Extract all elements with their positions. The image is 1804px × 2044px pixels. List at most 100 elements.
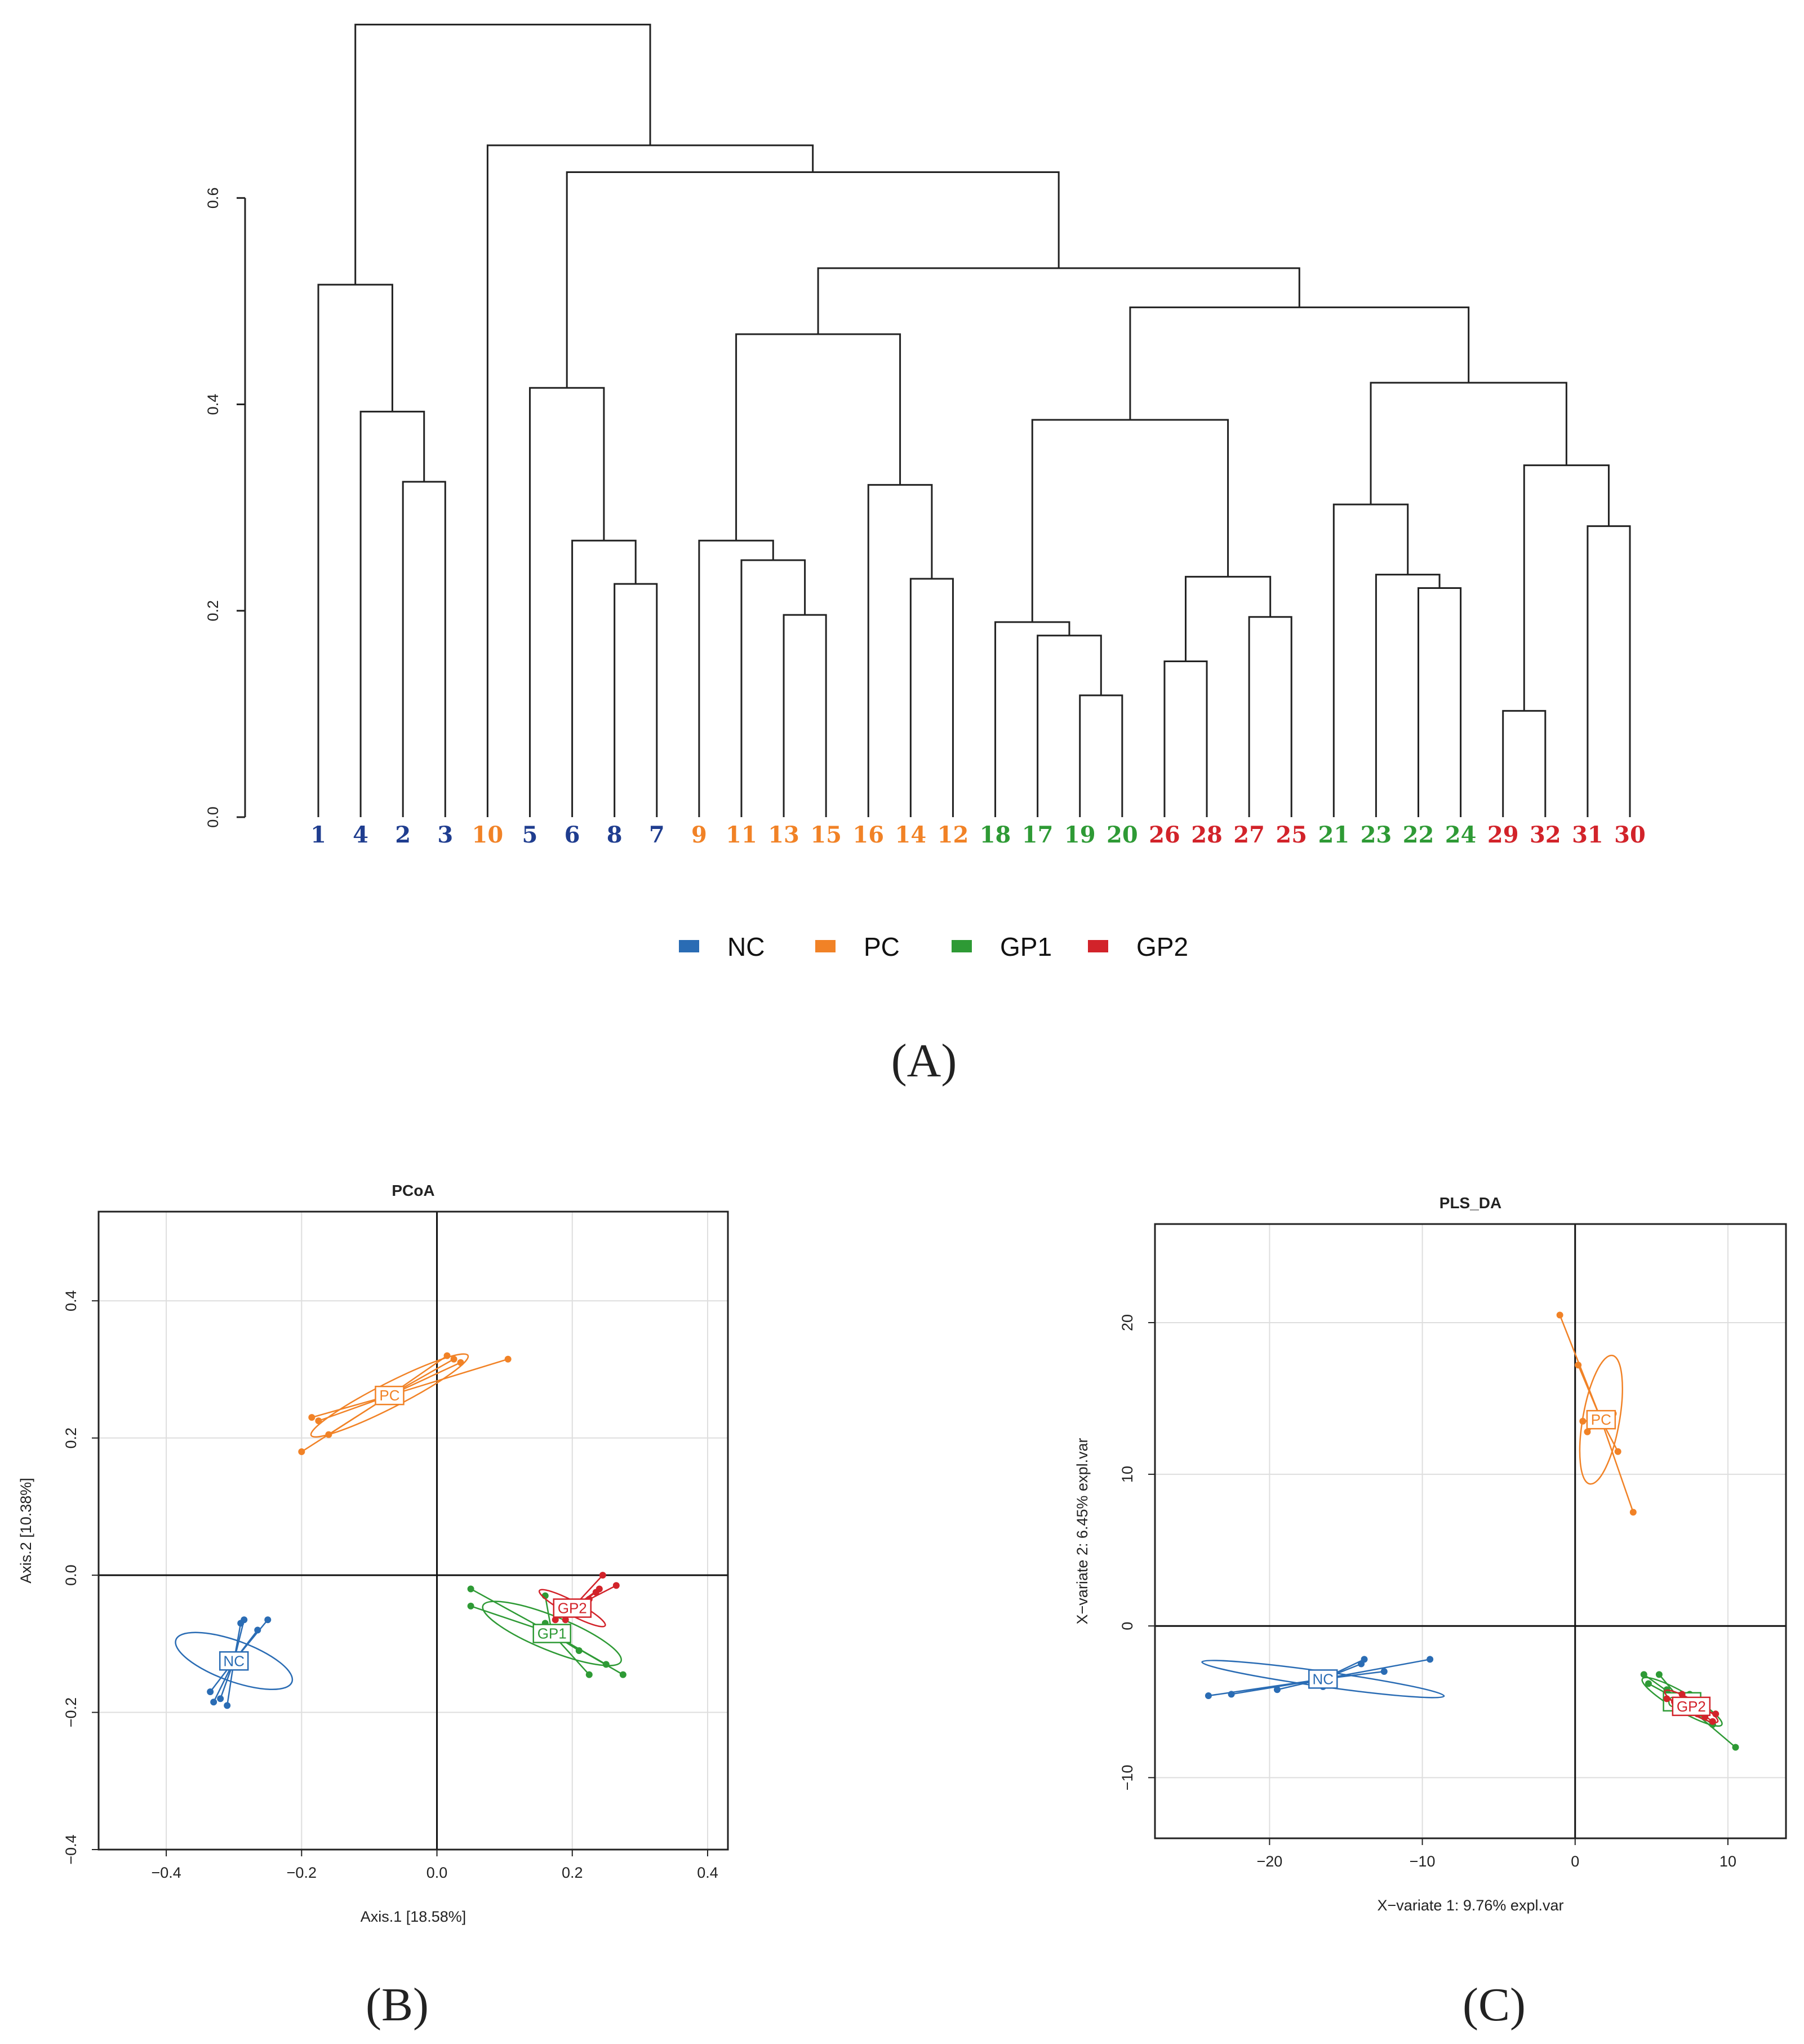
y-tick-label: 10 [1119, 1466, 1136, 1483]
y-tick-label: 0.2 [63, 1427, 79, 1449]
leaf-label: 30 [1614, 822, 1646, 848]
y-tick-label: 0.4 [205, 394, 221, 415]
leaf-label: 24 [1445, 822, 1477, 848]
data-point [325, 1431, 332, 1438]
dendrogram-link [698, 539, 774, 817]
dendrogram-link [1523, 464, 1610, 711]
data-point [443, 1352, 451, 1359]
leaf-label: 16 [852, 822, 884, 848]
centroid-label-box [1672, 1696, 1711, 1717]
leaf-label: 10 [472, 822, 504, 848]
data-point [1732, 1744, 1739, 1751]
data-point [308, 1414, 316, 1421]
dendrogram-link [359, 410, 425, 817]
y-tick-label: 0.0 [205, 806, 221, 828]
series-gp1: GP1 [467, 1585, 626, 1678]
centroid-label-box [375, 1385, 405, 1405]
leaf-label: 29 [1487, 822, 1519, 848]
dendrogram-link [1079, 694, 1123, 817]
star-segment [389, 1358, 509, 1396]
dendrogram-link [528, 387, 605, 817]
dendrogram-link [571, 539, 637, 817]
legend-label-pc: PC [864, 932, 900, 961]
y-tick-label: 0.2 [205, 600, 221, 622]
data-point [1205, 1692, 1212, 1700]
plot-frame [1154, 1223, 1787, 1839]
confidence-ellipse [310, 1353, 469, 1438]
leaf-label: 20 [1107, 822, 1138, 848]
data-point [562, 1616, 569, 1624]
leaf-label: 12 [937, 822, 969, 848]
legend-label-nc: NC [727, 932, 765, 961]
dendrogram-link [1502, 710, 1547, 817]
dendrogram-link [317, 283, 393, 817]
plot-frame [97, 1211, 729, 1851]
x-tick-label: 10 [1719, 1853, 1736, 1870]
leaf-label: 2 [395, 822, 411, 848]
y-axis-title: Axis.2 [10.38%] [17, 1478, 34, 1584]
leaf-label: 9 [691, 822, 707, 848]
y-tick-label: −0.2 [63, 1697, 79, 1727]
data-point [224, 1702, 231, 1709]
leaf-label: 14 [895, 822, 927, 848]
dendrogram-link [1184, 575, 1272, 662]
data-point [315, 1417, 322, 1425]
data-point [1629, 1509, 1637, 1516]
data-point [1614, 1448, 1621, 1455]
leaf-label: 4 [353, 822, 368, 848]
data-point [1575, 1362, 1582, 1369]
data-point [552, 1616, 559, 1624]
data-point [241, 1616, 248, 1624]
leaf-label: 32 [1530, 822, 1561, 848]
series-gp2: GP2 [538, 1572, 620, 1628]
pcoa-panel: −0.4 −0.2 0.0 0.2 0.4 −0.4 −0.2 0.0 0.2 0.4 PCoA Ax… [17, 1182, 729, 1925]
data-point [207, 1688, 214, 1696]
dendrogram-link [1129, 306, 1470, 420]
leaf-label: 11 [726, 822, 757, 848]
y-tick-label: 0.4 [63, 1290, 79, 1311]
legend-swatch-nc [679, 940, 699, 952]
data-point [599, 1572, 606, 1579]
legend-swatch-gp2 [1088, 940, 1108, 952]
leaf-label: 25 [1276, 822, 1307, 848]
data-point [1655, 1671, 1663, 1678]
data-point [264, 1616, 272, 1624]
plsda-panel: −20 −10 0 10 −10 0 10 20 PLS_DA X−variate 1: 9.76… [1074, 1194, 1787, 1914]
leaf-label: 31 [1572, 822, 1603, 848]
star-segment [1323, 1659, 1430, 1680]
dendrogram-link [735, 333, 901, 541]
y-tick-label: 0.0 [63, 1564, 79, 1586]
series-pc: PC [1556, 1311, 1637, 1516]
dendrogram-link [1031, 419, 1229, 622]
x-tick-label: −20 [1256, 1853, 1282, 1870]
data-point [254, 1626, 261, 1634]
legend-label-gp1: GP1 [1000, 932, 1052, 961]
leaf-label: 19 [1064, 822, 1096, 848]
dendrogram-link [1332, 503, 1409, 817]
y-tick-label: −0.4 [63, 1834, 79, 1864]
dendrogram-link [1375, 574, 1441, 817]
dendrogram-link [1248, 616, 1292, 817]
dendrogram-link [1370, 382, 1567, 505]
leaf-label: 13 [768, 822, 799, 848]
data-point [1645, 1680, 1652, 1687]
confidence-ellipse [1579, 1354, 1623, 1485]
x-tick-label: 0.2 [562, 1864, 583, 1881]
panel-label-b: (B) [366, 1979, 429, 2031]
dendrogram-link [783, 614, 827, 817]
x-tick-label: 0 [1571, 1853, 1579, 1870]
data-point [1361, 1656, 1368, 1663]
data-point [450, 1355, 457, 1363]
data-point [1228, 1691, 1235, 1698]
dendrogram-link [566, 171, 1060, 388]
data-point [1712, 1710, 1719, 1718]
centroid-label: PC [379, 1387, 399, 1404]
data-point [457, 1359, 464, 1366]
y-tick-label: 0.6 [205, 188, 221, 209]
leaf-label: 15 [810, 822, 842, 848]
x-tick-label: −0.4 [151, 1864, 181, 1881]
x-axis-title: X−variate 1: 9.76% expl.var [1378, 1897, 1564, 1914]
star-segment [1600, 1419, 1634, 1513]
x-tick-label: −0.2 [287, 1864, 317, 1881]
